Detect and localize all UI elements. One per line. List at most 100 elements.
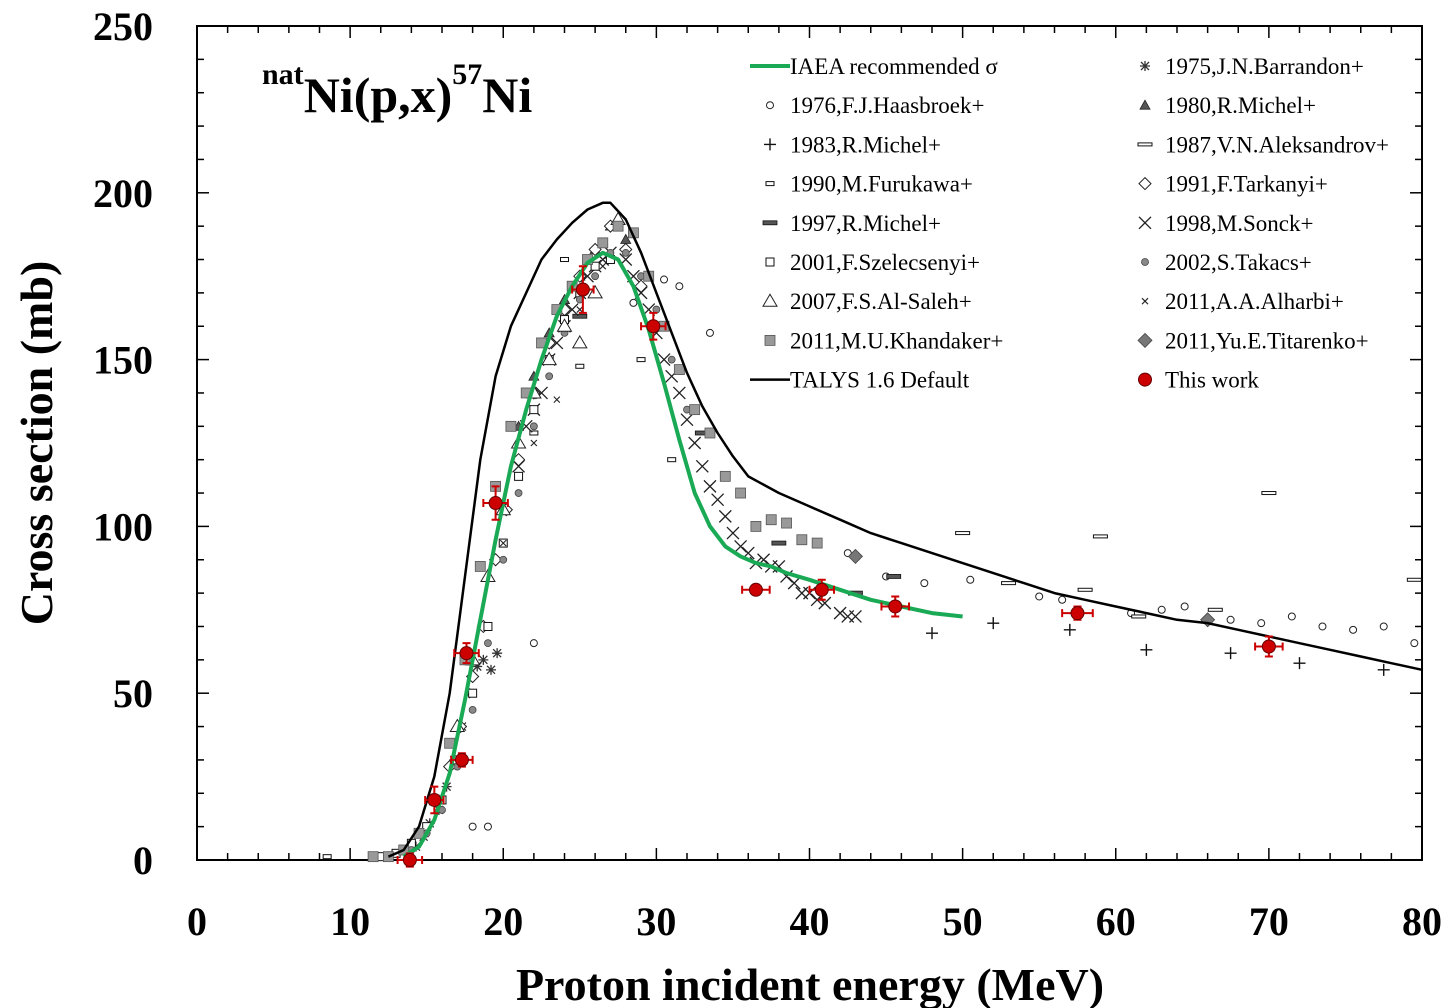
data-point (1063, 623, 1076, 636)
data-point (680, 413, 694, 427)
data-point (553, 396, 561, 404)
data-point (748, 582, 763, 597)
data-point (512, 459, 526, 473)
data-point (402, 853, 417, 867)
legend-label: 2001,F.Szelecsenyi+ (790, 250, 980, 275)
legend-entry: 1980,R.Michel+ (1139, 93, 1316, 118)
data-point (765, 514, 777, 526)
data-point (766, 101, 774, 110)
legend-entry: 1975,J.N.Barrandon+ (1140, 54, 1364, 79)
data-point (726, 526, 740, 540)
series-line (402, 250, 963, 859)
data-point (499, 539, 507, 547)
data-point (765, 181, 775, 187)
data-point (499, 555, 508, 564)
legend-entry: This work (1138, 368, 1259, 393)
y-tick-label: 200 (93, 171, 153, 216)
legend-entry: IAEA recommended σ (750, 54, 998, 79)
data-point (764, 334, 776, 346)
data-point (673, 364, 685, 376)
legend-entry: 1991,F.Tarkanyi+ (1138, 172, 1328, 197)
data-point (529, 639, 538, 648)
legend-entry: 2002,S.Takacs+ (1141, 250, 1312, 275)
data-point (1140, 61, 1150, 71)
data-point (920, 579, 929, 588)
data-point (886, 574, 902, 579)
data-point (514, 489, 523, 497)
legend-entry: 2011,Yu.E.Titarenko+ (1137, 328, 1369, 353)
data-point (1349, 625, 1358, 634)
data-point (575, 282, 590, 297)
legend-label: 1976,F.J.Haasbroek+ (790, 93, 984, 118)
x-tick-label: 0 (187, 899, 207, 944)
data-point (765, 257, 775, 267)
x-tick-label: 10 (330, 899, 370, 944)
data-point (695, 459, 709, 473)
data-point (444, 737, 456, 749)
data-point (597, 237, 609, 249)
legend-label: 1991,F.Tarkanyi+ (1165, 172, 1328, 197)
data-point (472, 661, 483, 672)
data-point (565, 303, 579, 317)
data-point (1035, 592, 1044, 601)
legend-entry: 1990,M.Furukawa+ (765, 172, 973, 197)
legend-label: 1997,R.Michel+ (790, 211, 941, 236)
legend-label: 1983,R.Michel+ (790, 132, 941, 157)
y-tick-label: 250 (93, 4, 153, 49)
title-superscript-57: 57 (452, 58, 482, 91)
data-point (560, 257, 569, 263)
data-point (1137, 332, 1153, 348)
y-tick-label: 100 (93, 504, 153, 549)
y-tick-labels: 0 50 100 150 200 250 (93, 4, 153, 883)
data-point (571, 334, 588, 349)
data-point (545, 372, 554, 381)
legend-entry: 1987,V.N.Aleksandrov+ (1137, 132, 1389, 157)
legend-entry: 2007,F.S.Al-Saleh+ (762, 289, 972, 314)
legend-label: TALYS 1.6 Default (790, 368, 970, 393)
data-point (454, 752, 469, 767)
data-point (888, 599, 903, 614)
data-point (484, 639, 492, 648)
legend-entry: 2001,F.Szelecsenyi+ (765, 250, 980, 275)
data-point (1139, 99, 1151, 110)
data-point (483, 621, 493, 631)
y-tick-label: 150 (93, 338, 153, 383)
x-tick-label: 80 (1402, 899, 1442, 944)
series-1987-v-n-aleksandrov- (955, 491, 1422, 619)
data-point (711, 493, 725, 507)
x-tick-label: 60 (1096, 899, 1136, 944)
legend-entry: 1976,F.J.Haasbroek+ (766, 93, 984, 118)
data-point (847, 548, 864, 564)
data-point (1226, 615, 1235, 624)
data-point (762, 293, 778, 307)
legend-entry: TALYS 1.6 Default (750, 368, 970, 393)
legend-label: 2011,A.A.Alharbi+ (1165, 289, 1344, 314)
data-point (1140, 643, 1153, 656)
x-tick-label: 40 (790, 899, 830, 944)
data-point (1058, 595, 1067, 604)
data-point (550, 336, 564, 350)
data-point (1077, 587, 1093, 592)
data-point (587, 284, 603, 299)
x-tick-label: 20 (483, 899, 523, 944)
data-point (787, 576, 801, 590)
data-point (486, 664, 496, 675)
data-point (833, 606, 847, 620)
data-point (764, 138, 776, 151)
data-point (529, 430, 539, 436)
data-point (1261, 639, 1276, 654)
data-point (474, 561, 486, 572)
legend-label: 1987,V.N.Aleksandrov+ (1165, 132, 1389, 157)
legend-label: 1980,R.Michel+ (1165, 93, 1316, 118)
series-talys-1-6-default (387, 201, 1423, 858)
legend-entry: 2011,M.U.Khandaker+ (764, 328, 1003, 353)
data-point (1138, 372, 1152, 387)
legend-label: 2002,S.Takacs+ (1165, 250, 1312, 275)
data-point (591, 272, 600, 281)
x-tick-label: 70 (1249, 899, 1289, 944)
data-point (955, 531, 971, 536)
data-point (926, 627, 938, 640)
x-axis-title: Proton incident energy (MeV) (516, 959, 1104, 1008)
data-point (1141, 258, 1149, 266)
